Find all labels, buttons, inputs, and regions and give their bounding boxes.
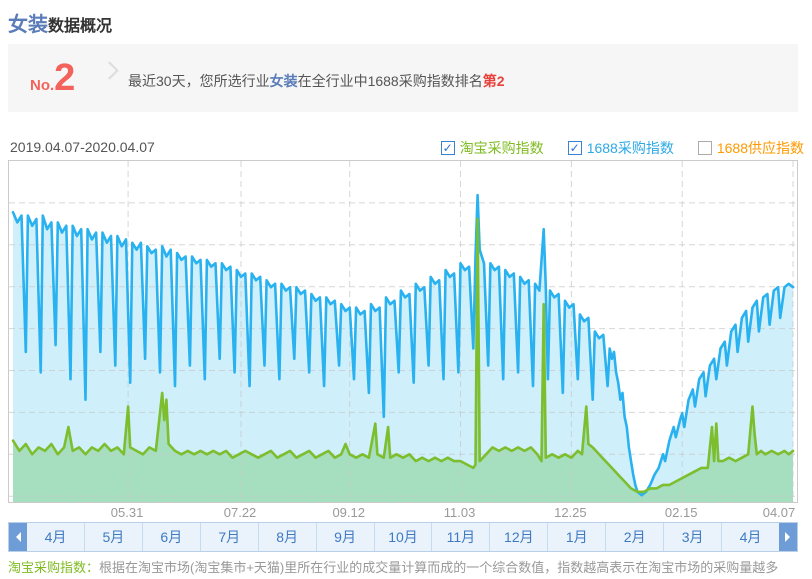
footer-term: 淘宝采购指数： bbox=[8, 560, 100, 575]
arrow-left-icon bbox=[11, 532, 21, 542]
x-axis-label: 05.31 bbox=[110, 505, 144, 520]
month-tab-7[interactable]: 10月 bbox=[374, 523, 433, 551]
x-axis-label: 12.25 bbox=[554, 505, 587, 520]
legend-item-1[interactable]: ✓ 淘宝采购指数 bbox=[440, 138, 544, 158]
legend: ✓ 淘宝采购指数 ✓ 1688采购指数 1688供应指数 bbox=[440, 138, 804, 158]
legend-item-3[interactable]: 1688供应指数 bbox=[697, 138, 804, 158]
chevron-right-icon bbox=[100, 61, 119, 80]
page-title: 女装数据概况 bbox=[8, 8, 112, 37]
month-tab-bar: 4月 5月 6月 7月 8月 9月 10月 11月 12月 1月 2月 3月 4月 bbox=[8, 522, 798, 552]
rank-banner: No.2 最近30天，您所选行业女装在全行业中1688采购指数排名第2 bbox=[8, 44, 798, 112]
x-axis-label: 11.03 bbox=[443, 505, 476, 520]
month-tab-8[interactable]: 11月 bbox=[432, 523, 491, 551]
date-range-label: 2019.04.07-2020.04.07 bbox=[10, 139, 155, 155]
month-tab-6[interactable]: 9月 bbox=[316, 523, 375, 551]
prev-month-button[interactable] bbox=[9, 523, 27, 551]
month-tab-3[interactable]: 6月 bbox=[142, 523, 201, 551]
month-tab-13[interactable]: 4月 bbox=[722, 523, 779, 551]
checkbox-unchecked-icon[interactable] bbox=[697, 141, 712, 155]
series-line-2 bbox=[11, 217, 795, 494]
page-title-rest: 数据概况 bbox=[48, 18, 113, 35]
month-tab-12[interactable]: 3月 bbox=[664, 523, 723, 551]
x-axis-label: 04.07 bbox=[762, 505, 796, 520]
series-line-1 bbox=[11, 193, 795, 497]
footer-description: 根据在淘宝市场(淘宝集市+天猫)里所在行业的成交量计算而成的一个综合数值，指数越… bbox=[99, 560, 779, 575]
rank-text-before: 最近30天，您所选行业 bbox=[128, 73, 270, 89]
rank-text-middle: 在全行业中1688采购指数排名 bbox=[297, 73, 483, 89]
month-tab-11[interactable]: 2月 bbox=[606, 523, 665, 551]
footer-note: 淘宝采购指数：根据在淘宝市场(淘宝集市+天猫)里所在行业的成交量计算而成的一个综… bbox=[8, 557, 778, 576]
series-fill-1 bbox=[13, 195, 793, 502]
chart-plot bbox=[9, 161, 797, 502]
arrow-right-icon bbox=[785, 532, 795, 542]
chart-canvas[interactable] bbox=[8, 160, 798, 503]
rank-value: 第2 bbox=[482, 73, 505, 89]
legend-label: 1688采购指数 bbox=[586, 140, 674, 156]
month-tab-10[interactable]: 1月 bbox=[548, 523, 607, 551]
checkbox-checked-icon[interactable]: ✓ bbox=[567, 141, 582, 155]
rank-keyword: 女装 bbox=[269, 73, 298, 89]
month-tab-1[interactable]: 4月 bbox=[27, 523, 85, 551]
x-axis-label: 07.22 bbox=[223, 505, 257, 520]
rank-number: 2 bbox=[54, 57, 76, 99]
x-axis: 05.31 07.22 09.12 11.03 12.25 02.15 04.07 bbox=[0, 505, 812, 521]
rank-prefix: No. bbox=[30, 77, 55, 94]
month-tabs: 4月 5月 6月 7月 8月 9月 10月 11月 12月 1月 2月 3月 4月 bbox=[27, 523, 779, 551]
x-axis-label: 09.12 bbox=[332, 505, 365, 520]
checkbox-checked-icon[interactable]: ✓ bbox=[440, 141, 455, 155]
month-tab-9[interactable]: 12月 bbox=[490, 523, 549, 551]
next-month-button[interactable] bbox=[779, 523, 797, 551]
page-title-keyword: 女装 bbox=[8, 14, 48, 36]
series-fill-2 bbox=[13, 219, 793, 502]
rank-badge: No.2 bbox=[30, 58, 75, 98]
month-tab-2[interactable]: 5月 bbox=[84, 523, 143, 551]
x-axis-label: 02.15 bbox=[664, 505, 698, 520]
month-tab-4[interactable]: 7月 bbox=[200, 523, 259, 551]
month-tab-5[interactable]: 8月 bbox=[258, 523, 317, 551]
legend-label: 1688供应指数 bbox=[716, 140, 804, 156]
legend-item-2[interactable]: ✓ 1688采购指数 bbox=[567, 138, 674, 158]
legend-label: 淘宝采购指数 bbox=[459, 140, 544, 156]
rank-description: 最近30天，您所选行业女装在全行业中1688采购指数排名第2 bbox=[128, 71, 505, 91]
